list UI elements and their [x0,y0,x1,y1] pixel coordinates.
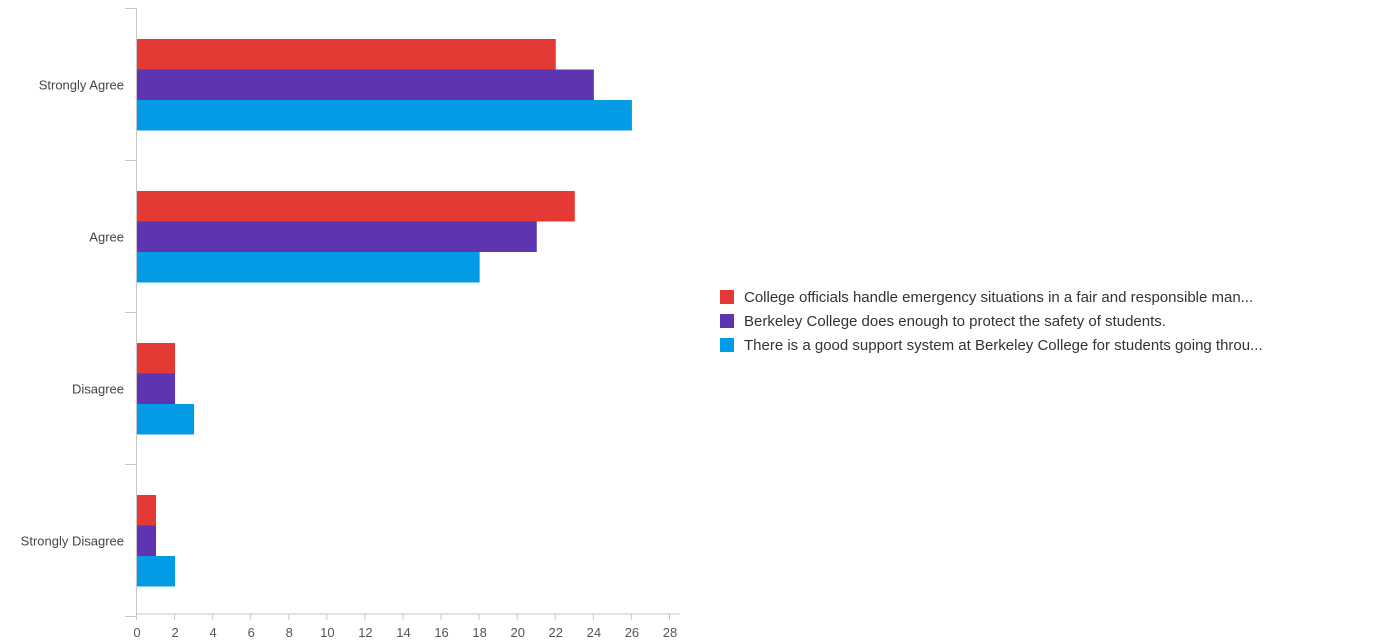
bar [137,525,157,556]
legend-label: There is a good support system at Berkel… [744,336,1263,354]
bar [137,221,537,252]
x-tick-label: 26 [625,625,639,640]
bar [137,100,632,131]
legend-label: College officials handle emergency situa… [744,288,1254,306]
x-tick-label: 14 [396,625,410,640]
bar [137,69,594,100]
bar [137,556,176,587]
bar [137,373,176,404]
legend-swatch [720,338,734,352]
x-tick-label: 0 [133,625,140,640]
legend: College officials handle emergency situa… [720,285,1375,357]
category-label: Strongly Agree [39,77,124,92]
axes [125,8,680,620]
category-label: Disagree [72,381,124,396]
legend-swatch [720,290,734,304]
bar [137,343,176,374]
x-tick-label: 10 [320,625,334,640]
bars [137,39,632,587]
legend-swatch [720,314,734,328]
legend-item[interactable]: College officials handle emergency situa… [720,285,1375,309]
bar [137,252,480,283]
x-tick-label: 28 [663,625,677,640]
legend-item[interactable]: There is a good support system at Berkel… [720,333,1375,357]
x-tick-label: 4 [210,625,217,640]
category-label: Agree [89,229,124,244]
x-tick-label: 24 [587,625,601,640]
x-tick-label: 12 [358,625,372,640]
category-label: Strongly Disagree [21,533,124,548]
x-tick-label: 16 [434,625,448,640]
x-tick-label: 6 [248,625,255,640]
x-tick-label: 20 [510,625,524,640]
x-tick-label: 22 [549,625,563,640]
legend-label: Berkeley College does enough to protect … [744,312,1166,330]
x-tick-label: 8 [286,625,293,640]
legend-item[interactable]: Berkeley College does enough to protect … [720,309,1375,333]
bar [137,191,575,222]
bar [137,39,556,70]
bar [137,495,157,526]
bar [137,404,195,435]
x-tick-label: 18 [472,625,486,640]
x-tick-label: 2 [171,625,178,640]
